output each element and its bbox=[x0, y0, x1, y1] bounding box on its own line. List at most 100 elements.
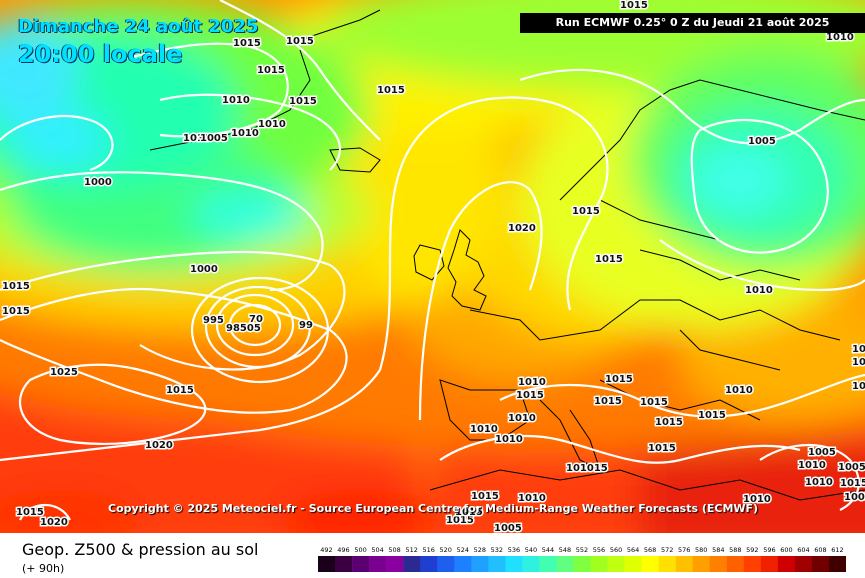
scale-label: 572 bbox=[661, 546, 673, 554]
pressure-label: 1015 bbox=[595, 254, 623, 265]
scale-label: 608 bbox=[814, 546, 826, 554]
pressure-label: 1005 bbox=[838, 462, 865, 473]
pressure-label: 1015 bbox=[698, 410, 726, 421]
pressure-label: 1010 bbox=[222, 95, 250, 106]
scale-swatch bbox=[352, 556, 370, 572]
pressure-label: 1020 bbox=[145, 440, 173, 451]
scale-swatch bbox=[624, 556, 642, 572]
scale-swatch bbox=[829, 556, 846, 572]
scale-label: 532 bbox=[491, 546, 503, 554]
pressure-label: 1000 bbox=[84, 177, 112, 188]
pressure-label: 1015 bbox=[166, 385, 194, 396]
scale-label: 508 bbox=[388, 546, 400, 554]
scale-label: 588 bbox=[729, 546, 741, 554]
scale-label: 516 bbox=[422, 546, 434, 554]
scale-label: 536 bbox=[508, 546, 520, 554]
pressure-label: 1015 bbox=[572, 206, 600, 217]
scale-label: 584 bbox=[712, 546, 724, 554]
pressure-label: 1015 bbox=[471, 491, 499, 502]
scale-label: 520 bbox=[439, 546, 451, 554]
pressure-label: 1015 bbox=[620, 0, 648, 11]
scale-swatch bbox=[573, 556, 591, 572]
weather-map: 1015 1015 1015 1010 1015 1015 1010 1010 … bbox=[0, 0, 865, 533]
geopotential-field bbox=[0, 0, 865, 533]
scale-swatch bbox=[522, 556, 540, 572]
pressure-label: 1015 bbox=[605, 374, 633, 385]
scale-swatch bbox=[437, 556, 455, 572]
pressure-label: 995 bbox=[203, 315, 224, 326]
pressure-label: 1015 bbox=[257, 65, 285, 76]
pressure-label: 1015 bbox=[852, 344, 865, 355]
pressure-label: 1010 bbox=[743, 494, 771, 505]
pressure-label: 1015 bbox=[594, 396, 622, 407]
pressure-label: 1015 bbox=[840, 478, 865, 489]
scale-label: 576 bbox=[678, 546, 690, 554]
pressure-label: 1005 bbox=[808, 447, 836, 458]
pressure-label: 70 bbox=[249, 314, 263, 325]
pressure-label: 1010 bbox=[745, 285, 773, 296]
scale-swatch bbox=[505, 556, 523, 572]
pressure-label: 1015 bbox=[852, 357, 865, 368]
forecast-time: 20:00 locale bbox=[18, 40, 183, 68]
pressure-labels: 1015 1015 1015 1010 1015 1015 1010 1010 … bbox=[1, 0, 865, 533]
pressure-label: 1005 bbox=[748, 136, 776, 147]
scale-swatch bbox=[369, 556, 387, 572]
scale-swatch bbox=[709, 556, 727, 572]
pressure-label: 1015 bbox=[2, 281, 30, 292]
pressure-label: 1015 bbox=[286, 36, 314, 47]
scale-label: 524 bbox=[457, 546, 469, 554]
pressure-label: 1015 bbox=[655, 417, 683, 428]
scale-swatch bbox=[454, 556, 472, 572]
scale-label: 512 bbox=[405, 546, 417, 554]
isobars bbox=[0, 0, 865, 521]
pressure-label: 1015 bbox=[233, 38, 261, 49]
scale-label: 600 bbox=[780, 546, 792, 554]
scale-swatch bbox=[386, 556, 404, 572]
pressure-label: 1010 bbox=[518, 377, 546, 388]
map-title: Geop. Z500 & pression au sol bbox=[22, 540, 259, 559]
scale-label: 552 bbox=[576, 546, 588, 554]
scale-label: 560 bbox=[610, 546, 622, 554]
scale-label: 564 bbox=[627, 546, 639, 554]
scale-label: 544 bbox=[542, 546, 554, 554]
scale-swatch bbox=[318, 556, 336, 572]
scale-swatch bbox=[675, 556, 693, 572]
scale-swatch bbox=[539, 556, 557, 572]
pressure-label: 1015 bbox=[16, 507, 44, 518]
pressure-label: 1025 bbox=[50, 367, 78, 378]
pressure-label: 1010 bbox=[826, 32, 854, 43]
pressure-label: 1005 bbox=[844, 492, 865, 503]
pressure-label: 1010 bbox=[470, 424, 498, 435]
scale-swatch bbox=[760, 556, 779, 572]
scale-swatch bbox=[335, 556, 353, 572]
run-info-banner: Run ECMWF 0.25° 0 Z du Jeudi 21 août 202… bbox=[520, 13, 865, 33]
copyright-text: Copyright © 2025 Meteociel.fr - Source E… bbox=[108, 502, 759, 515]
pressure-label: 1000 bbox=[190, 264, 218, 275]
scale-swatch bbox=[471, 556, 489, 572]
scale-swatch bbox=[641, 556, 659, 572]
scale-label: 580 bbox=[695, 546, 707, 554]
pressure-label: 1015 bbox=[852, 381, 865, 392]
pressure-label: 1015 bbox=[648, 443, 676, 454]
scale-swatch bbox=[794, 556, 813, 572]
scale-label: 540 bbox=[525, 546, 537, 554]
pressure-label: 1010 bbox=[805, 477, 833, 488]
pressure-label: 1010 bbox=[495, 434, 523, 445]
pressure-label: 1020 bbox=[40, 517, 68, 528]
pressure-label: 1005 bbox=[494, 523, 522, 533]
scale-swatch bbox=[692, 556, 710, 572]
color-scale-legend: 492 496 500 504 508 512 516 520 524 528 532 536 540 5… bbox=[318, 546, 846, 572]
pressure-label: 1010 bbox=[725, 385, 753, 396]
scale-label: 612 bbox=[831, 546, 843, 554]
scale-label: 568 bbox=[644, 546, 656, 554]
pressure-label: 1015 bbox=[289, 96, 317, 107]
scale-label: 604 bbox=[797, 546, 809, 554]
pressure-label: 99 bbox=[299, 320, 313, 331]
pressure-label: 1010 bbox=[508, 413, 536, 424]
scale-label: 504 bbox=[371, 546, 383, 554]
scale-label: 496 bbox=[337, 546, 349, 554]
scale-swatch bbox=[777, 556, 796, 572]
coastlines bbox=[149, 9, 865, 501]
scale-label: 528 bbox=[474, 546, 486, 554]
pressure-label: 1010 bbox=[518, 493, 546, 504]
